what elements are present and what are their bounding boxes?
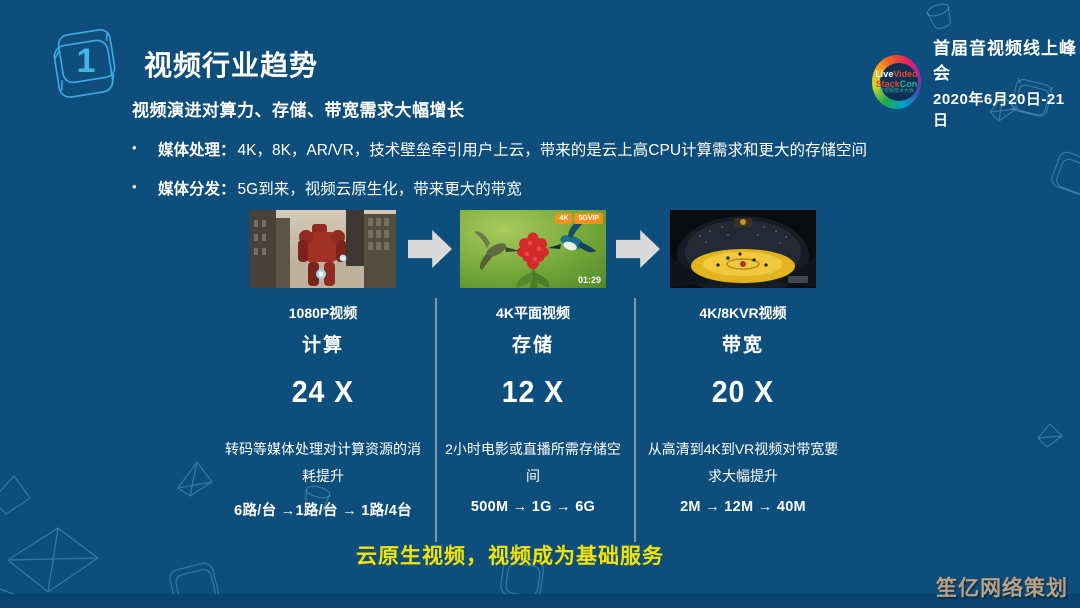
column-description: 从高清到4K到VR视频对带宽要求大幅提升 <box>647 441 839 485</box>
section-number: 1 <box>77 42 96 80</box>
column-description: 转码等媒体处理对计算资源的消耗提升 <box>225 441 421 485</box>
logo-stack: Stack <box>875 79 900 90</box>
livevideostack-logo-icon: LiveVideo StackCon 音视频技术大会 <box>872 55 921 109</box>
bullet-media-distribution: • 媒体分发： 5G到来，视频云原生化，带来更大的带宽 <box>132 177 962 199</box>
column-1080p: 1080P视频 计算 24 X 转码等媒体处理对计算资源的消耗提升 6路/台 →… <box>218 210 428 520</box>
video-thumbnail-4k: 4K 5GVIP 01:29 <box>460 210 606 288</box>
video-timestamp: 01:29 <box>577 275 601 285</box>
multiplier-value: 12 X <box>501 374 565 409</box>
bullet-marker: • <box>132 179 137 194</box>
event-date: 2020年6月20日-21日 <box>933 91 1065 129</box>
event-name: 首届音视频线上峰会 <box>933 39 1077 83</box>
video-thumbnail-1080p <box>250 210 396 288</box>
bullet-label: 媒体分发： <box>158 181 236 198</box>
keycap-number-icon: 1 <box>53 28 116 98</box>
badge-4k: 4K <box>555 213 573 225</box>
bottom-bar <box>0 594 1080 608</box>
bullet-text: 4K，8K，AR/VR，技术壁垒牵引用户上云，带来的是云上高CPU计算需求和更大… <box>237 142 868 159</box>
badge-5gvip: 5GVIP <box>574 213 603 225</box>
column-vr: 4K/8KVR视频 带宽 20 X 从高清到4K到VR视频对带宽要求大幅提升 2… <box>638 210 848 520</box>
column-description: 2小时电影或直播所需存储空间 <box>445 441 621 485</box>
progression-values: 6路/台 →1路/台 → 1路/4台 <box>234 502 412 519</box>
resource-label: 存储 <box>511 335 554 356</box>
video-type-label: 1080P视频 <box>288 305 358 321</box>
event-header: LiveVideo StackCon 音视频技术大会 首届音视频线上峰会 202… <box>872 34 1080 130</box>
logo-con: Con <box>899 79 918 90</box>
page-title: 视频行业趋势 <box>144 50 319 81</box>
column-divider <box>435 298 437 542</box>
logo-live: Live <box>875 68 894 79</box>
logo-video: Video <box>893 68 918 79</box>
video-thumbnail-vr <box>670 210 816 288</box>
resource-label: 计算 <box>301 335 344 356</box>
bullet-text: 5G到来，视频云原生化，带来更大的带宽 <box>237 181 522 198</box>
bullet-media-processing: • 媒体处理： 4K，8K，AR/VR，技术壁垒牵引用户上云，带来的是云上高CPU… <box>132 138 962 160</box>
video-evolution-panel: 1080P视频 计算 24 X 转码等媒体处理对计算资源的消耗提升 6路/台 →… <box>218 210 848 542</box>
multiplier-value: 20 X <box>711 374 775 409</box>
vr-arena-image <box>670 210 816 288</box>
movie-scene-image <box>250 210 396 288</box>
video-type-label: 4K/8KVR视频 <box>699 305 787 321</box>
conclusion-text: 云原生视频，视频成为基础服务 <box>356 545 664 568</box>
progression-values: 2M → 12M → 40M <box>680 498 806 515</box>
column-4k: 4K 5GVIP 01:29 4K平面视频 存储 12 X 2小时电影或直播所需… <box>428 210 638 520</box>
section-subtitle: 视频演进对算力、存储、带宽需求大幅增长 <box>132 101 465 120</box>
bullet-label: 媒体处理： <box>158 142 236 159</box>
watermark-text: 笙亿网络策划 <box>936 577 1068 600</box>
resource-label: 带宽 <box>721 335 764 356</box>
header: 1 视频行业趋势 <box>46 22 318 108</box>
bullet-marker: • <box>132 140 137 155</box>
multiplier-value: 24 X <box>291 374 355 409</box>
hummingbird-scene-image <box>460 210 606 288</box>
quality-badges: 4K 5GVIP <box>555 213 603 225</box>
intro-section: 视频演进对算力、存储、带宽需求大幅增长 • 媒体处理： 4K，8K，AR/VR，技… <box>132 96 962 199</box>
video-type-label: 4K平面视频 <box>496 305 570 321</box>
logo-subtitle: 音视频技术大会 <box>878 88 914 95</box>
progression-values: 500M → 1G → 6G <box>470 498 596 515</box>
column-divider <box>634 298 636 542</box>
